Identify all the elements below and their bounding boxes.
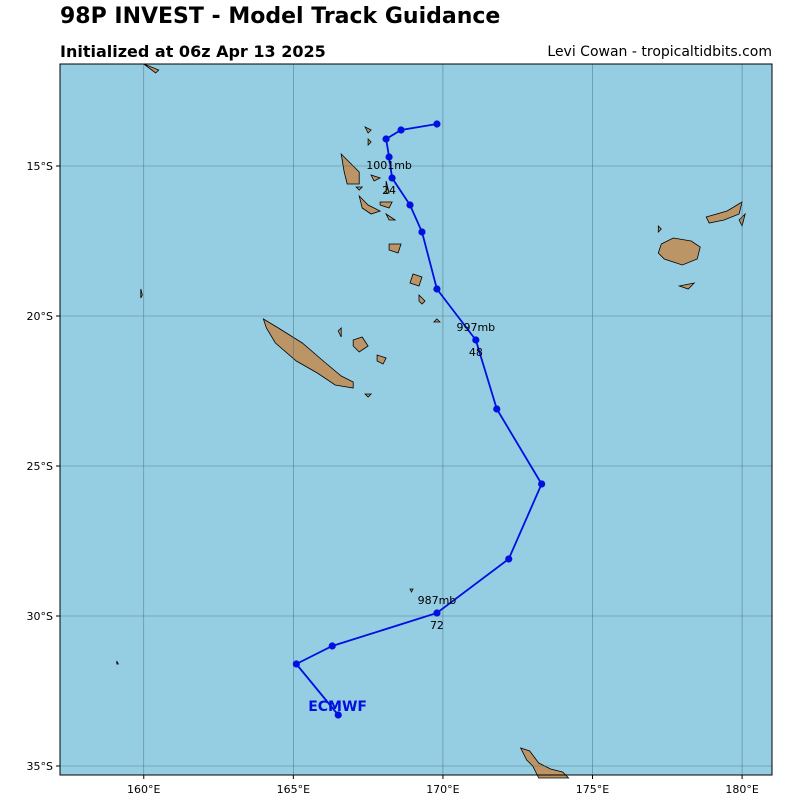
pressure-label: 987mb: [418, 594, 457, 607]
land-malekula: [358, 194, 382, 215]
map-title: 98P INVEST - Model Track Guidance: [60, 4, 501, 29]
track-point: [388, 174, 396, 182]
land-aneityum: [432, 318, 441, 323]
graticule: [60, 64, 772, 775]
map-frame: [59, 63, 773, 776]
track-point: [397, 126, 405, 134]
track-point: [472, 336, 480, 344]
tick-label-lat: 25°S: [27, 460, 53, 473]
land-malo: [355, 186, 364, 191]
track-point: [328, 642, 336, 650]
land-viti-levu: [657, 237, 701, 266]
init-subtitle: Initialized at 06z Apr 13 2025: [60, 42, 326, 61]
land-kadavu: [677, 282, 696, 290]
model-track: [292, 120, 546, 719]
track-point: [538, 480, 546, 488]
land-solomons-tip: [143, 63, 160, 74]
forecast-hour-label: 72: [430, 619, 444, 632]
track-line: [294, 123, 543, 716]
track-point: [382, 135, 390, 143]
tick-label-lon: 165°E: [277, 783, 310, 796]
forecast-hour-label: 24: [382, 184, 396, 197]
land-gaua: [367, 138, 372, 146]
land-yasawa: [657, 225, 662, 233]
land-lord-howe: [116, 660, 119, 665]
track-point: [433, 609, 441, 617]
land-mare: [376, 354, 387, 365]
axis-ticks: 160°E 165°E 170°E 175°E 180°E 15°S 20°S 25°S 30°…: [27, 160, 759, 796]
land-espiritu-santo: [340, 152, 360, 185]
track-point: [493, 405, 501, 413]
track-point: [433, 120, 441, 128]
tick-label-lat: 30°S: [27, 610, 53, 623]
track-point: [418, 228, 426, 236]
land-isle-of-pines: [364, 393, 373, 398]
track-point: [334, 711, 342, 719]
track-point: [433, 285, 441, 293]
track-point: [385, 153, 393, 161]
land-ambrym: [379, 201, 393, 209]
forecast-hour-label: 48: [469, 346, 483, 359]
land-ambae: [370, 174, 382, 182]
pressure-label: 1001mb: [366, 159, 412, 172]
land-walpole: [409, 588, 414, 593]
land-vanua-levu: [705, 201, 743, 224]
land-efate: [388, 243, 402, 254]
land-pentecost: [385, 180, 390, 194]
tick-label-lon: 160°E: [127, 783, 160, 796]
land-tanna: [418, 294, 426, 305]
tick-label-lat: 15°S: [27, 160, 53, 173]
track-point: [406, 201, 414, 209]
track-labels: 1001mb 24 997mb 48 987mb 72 ECMWF: [308, 159, 495, 715]
model-name-label: ECMWF: [308, 699, 367, 715]
ocean-background: [60, 64, 772, 775]
land-new-caledonia: [262, 318, 354, 389]
land-vanua-lava: [364, 126, 372, 134]
tick-label-lon: 175°E: [576, 783, 609, 796]
land-epi: [385, 212, 397, 221]
land-erromango: [409, 273, 423, 287]
tick-label-lat: 20°S: [27, 310, 53, 323]
tick-label-lon: 170°E: [426, 783, 459, 796]
pressure-label: 997mb: [456, 321, 495, 334]
track-point: [292, 660, 300, 668]
land-ouvea: [337, 327, 342, 338]
track-point: [505, 555, 513, 563]
author-credit: Levi Cowan - tropicaltidbits.com: [547, 44, 772, 60]
tick-label-lon: 180°E: [725, 783, 758, 796]
land-lifou: [352, 336, 369, 353]
tick-label-lat: 35°S: [27, 760, 53, 773]
land-rennell: [140, 288, 143, 299]
land-layer: [116, 63, 746, 779]
